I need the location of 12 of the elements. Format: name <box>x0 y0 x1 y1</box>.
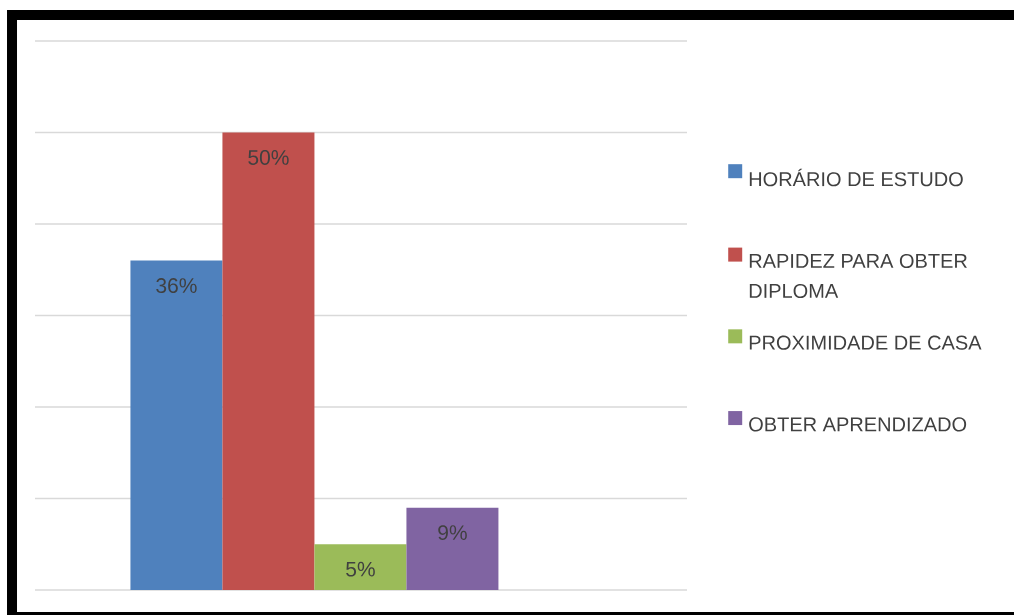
bar <box>406 507 499 590</box>
legend-label: HORÁRIO DE ESTUDO <box>749 168 963 187</box>
bar <box>130 260 223 590</box>
data-label: 36% <box>156 278 197 293</box>
bar <box>222 132 315 590</box>
legend-label: RAPIDEZ PARA OBTER DIPLOMA <box>749 253 967 299</box>
data-label: 50% <box>248 150 289 165</box>
data-label: 9% <box>438 525 467 541</box>
legend-label: OBTER APRENDIZADO <box>749 417 967 432</box>
legend-label: PROXIMIDADE DE CASA <box>749 335 982 350</box>
data-label: 5% <box>346 561 375 577</box>
bar <box>314 544 407 590</box>
